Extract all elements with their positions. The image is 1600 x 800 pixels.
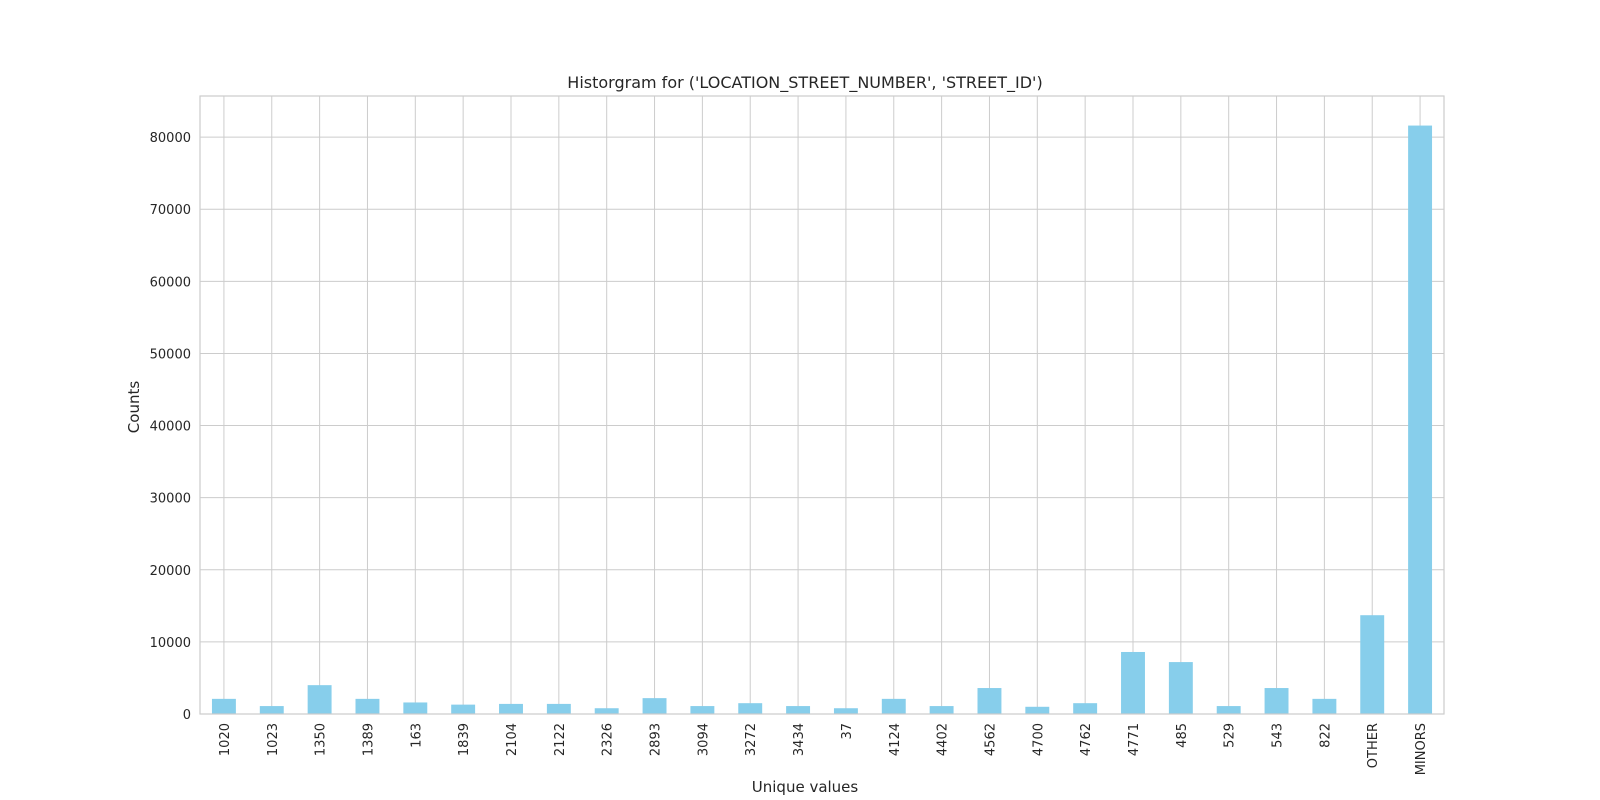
chart-title: Historgram for ('LOCATION_STREET_NUMBER'… — [567, 73, 1042, 93]
x-tick-label: 2893 — [649, 723, 664, 756]
y-tick-label: 20000 — [150, 564, 191, 579]
x-tick-label: 4124 — [888, 723, 903, 756]
x-tick-label: 3094 — [696, 723, 711, 756]
x-tick-label: 2104 — [505, 723, 520, 756]
bar-37 — [833, 708, 858, 714]
bars-layer — [211, 125, 1433, 715]
y-tick-label: 60000 — [150, 275, 191, 290]
bar-2326 — [594, 708, 619, 714]
bar-4762 — [1073, 703, 1098, 714]
y-tick-label: 70000 — [150, 203, 191, 218]
x-tick-label: OTHER — [1366, 723, 1381, 768]
bar-1839 — [451, 704, 476, 714]
x-tick-label: 2122 — [553, 723, 568, 756]
y-tick-label: 80000 — [150, 131, 191, 146]
x-tick-label: 543 — [1271, 723, 1286, 748]
y-tick-label: 0 — [183, 708, 191, 723]
y-tick-labels: 0 10000 20000 30000 40000 50000 60000 70000 8000… — [150, 131, 191, 723]
x-tick-label: 1839 — [457, 723, 472, 756]
x-tick-label: 485 — [1175, 723, 1190, 748]
bar-1023 — [259, 706, 284, 714]
x-tick-label: 163 — [409, 723, 424, 748]
bar-3272 — [738, 703, 763, 714]
bar-4402 — [929, 706, 954, 714]
y-tick-label: 40000 — [150, 420, 191, 435]
y-tick-label: 30000 — [150, 492, 191, 507]
x-tick-label: 37 — [840, 723, 855, 740]
bar-1350 — [307, 685, 332, 714]
bar-2104 — [499, 703, 523, 714]
x-tick-label: 2326 — [601, 723, 616, 756]
x-tick-label: 3434 — [792, 723, 807, 756]
y-tick-label: 10000 — [150, 636, 191, 651]
x-tick-label: 1020 — [218, 723, 233, 756]
x-tick-label: 1389 — [361, 723, 376, 756]
bar-other — [1360, 615, 1385, 714]
bar-163 — [403, 702, 428, 714]
x-tick-label: MINORS — [1414, 723, 1429, 775]
bar-1020 — [211, 698, 236, 714]
plot-frame — [199, 95, 1445, 715]
bar-543 — [1264, 688, 1289, 714]
bar-3094 — [690, 706, 715, 714]
x-tick-label: 4562 — [983, 723, 998, 756]
bar-485 — [1168, 662, 1193, 714]
bar-4771 — [1121, 651, 1145, 714]
x-tick-labels: 1020 1023 1350 1389 163 1839 2104 2122 2326 2893 3… — [218, 723, 1429, 775]
y-tick-label: 50000 — [150, 347, 191, 362]
bar-822 — [1312, 698, 1337, 714]
grid-layer — [200, 96, 1444, 715]
bar-2122 — [546, 703, 571, 714]
x-tick-label: 4700 — [1031, 723, 1046, 756]
x-tick-label: 4402 — [936, 723, 951, 756]
x-tick-label: 4762 — [1079, 723, 1094, 756]
bar-2893 — [642, 698, 667, 714]
y-axis-label: Counts — [125, 381, 143, 434]
bar-4562 — [977, 688, 1002, 714]
bar-minors — [1408, 125, 1433, 715]
x-tick-label: 1350 — [314, 723, 329, 756]
bar-1389 — [355, 698, 380, 714]
x-tick-label: 4771 — [1127, 723, 1142, 756]
bar-4124 — [881, 698, 906, 714]
x-tick-label: 529 — [1223, 723, 1238, 748]
x-tick-label: 1023 — [266, 723, 281, 756]
x-tick-label: 3272 — [744, 723, 759, 756]
x-tick-label: 822 — [1318, 723, 1333, 748]
bar-3434 — [786, 706, 811, 714]
x-axis-label: Unique values — [752, 778, 859, 796]
bar-529 — [1216, 706, 1241, 714]
bar-4700 — [1025, 706, 1050, 714]
